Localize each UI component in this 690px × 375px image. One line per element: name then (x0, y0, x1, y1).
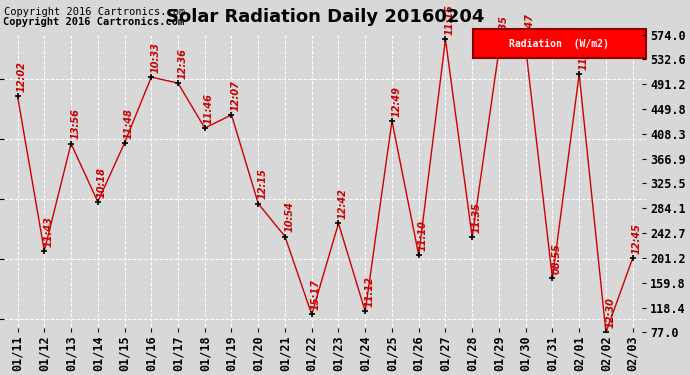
Text: 11:46: 11:46 (204, 93, 214, 124)
Text: 12:42: 12:42 (337, 188, 348, 219)
Text: 08:55: 08:55 (551, 243, 562, 274)
Text: 10:47: 10:47 (525, 13, 535, 44)
Text: 11:35: 11:35 (471, 202, 482, 233)
Text: 11:15: 11:15 (444, 4, 455, 35)
Text: 11:12: 11:12 (364, 276, 375, 307)
Text: 12:30: 12:30 (605, 297, 615, 328)
Text: 12:02: 12:02 (17, 61, 27, 92)
Text: 11:43: 11:43 (43, 216, 53, 247)
Text: Copyright 2016 Cartronics.com: Copyright 2016 Cartronics.com (4, 8, 186, 17)
Text: 11:35: 11:35 (498, 15, 508, 46)
Text: 11:10: 11:10 (418, 220, 428, 251)
Text: 10:33: 10:33 (150, 42, 161, 73)
Text: 12:45: 12:45 (632, 223, 642, 254)
Text: 12:49: 12:49 (391, 86, 401, 117)
Text: 12:36: 12:36 (177, 48, 187, 79)
Text: 10:18: 10:18 (97, 167, 107, 198)
Text: 13:56: 13:56 (70, 109, 80, 140)
Text: 12:15: 12:15 (257, 168, 268, 200)
Text: 12:07: 12:07 (230, 80, 241, 111)
Text: 15:17: 15:17 (311, 279, 321, 310)
Title: Solar Radiation Daily 20160204: Solar Radiation Daily 20160204 (166, 8, 484, 26)
Text: 10:54: 10:54 (284, 201, 294, 232)
Text: 11:48: 11:48 (124, 108, 134, 139)
Text: Copyright 2016 Cartronics.com: Copyright 2016 Cartronics.com (3, 17, 185, 27)
Text: 11:24: 11:24 (578, 39, 589, 70)
